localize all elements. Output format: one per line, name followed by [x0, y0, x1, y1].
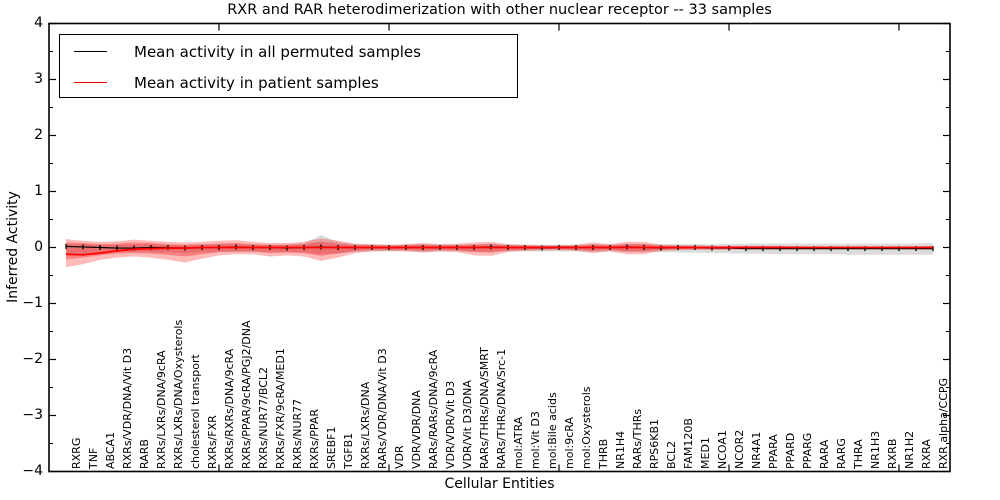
- x-tick-label: mol:ATRA: [512, 416, 525, 469]
- x-tick-label: RXRG: [70, 437, 83, 469]
- x-tick-label: RXRs/PPAR: [308, 409, 321, 469]
- x-tick-label: ABCA1: [104, 431, 117, 469]
- x-tick-label: PPARD: [784, 432, 797, 469]
- legend-line-sample-red: [74, 82, 107, 83]
- y-tick-label: 0: [34, 238, 43, 255]
- x-tick-label: VDR/VDR/DNA: [410, 390, 423, 469]
- legend-line-sample-black: [74, 51, 107, 52]
- x-tick-label: RXRs/LXRs/DNA/9cRA: [155, 350, 168, 469]
- band-permuted-range: [66, 235, 933, 255]
- x-tick-label: mol:9cRA: [563, 417, 576, 469]
- x-tick-label: NR4A1: [750, 431, 763, 469]
- y-tick-label: −2: [22, 350, 43, 367]
- x-tick-label: RXRs/NUR77/BCL2: [257, 366, 270, 469]
- y-tick-label: 3: [34, 70, 43, 87]
- y-tick-label: −3: [22, 406, 43, 423]
- x-tick-label: cholesterol transport: [189, 354, 202, 469]
- x-tick-label: RXRs/VDR/DNA/Vit D3: [121, 347, 134, 469]
- legend-label: Mean activity in patient samples: [134, 73, 379, 92]
- x-tick-label: mol:Oxysterols: [580, 386, 593, 470]
- x-tick-label: MED1: [699, 437, 712, 469]
- x-tick-label: RARs/THRs/DNA/SMRT: [478, 347, 491, 469]
- x-tick-label: NR1H2: [903, 430, 916, 469]
- x-tick-label: RXRA: [920, 439, 933, 469]
- y-tick-label: 1: [34, 182, 43, 199]
- x-tick-label: RXRs/FXR: [206, 415, 219, 469]
- x-tick-label: VDR/Vit D3/DNA: [461, 380, 474, 469]
- x-tick-label: RARB: [138, 439, 151, 469]
- legend-item: Mean activity in all permuted samples: [60, 37, 517, 66]
- x-tick-label: RXRs/LXRs/DNA/Oxysterols: [172, 319, 185, 469]
- x-tick-label: NR1H4: [614, 430, 627, 469]
- chart-title: RXR and RAR heterodimerization with othe…: [227, 2, 772, 18]
- x-tick-label: NCOA1: [716, 430, 729, 469]
- x-tick-label: RXRs/LXRs/DNA: [359, 381, 372, 469]
- x-tick-label: RPS6KB1: [648, 418, 661, 469]
- x-tick-label: mol:Vit D3: [529, 411, 542, 469]
- x-tick-label: VDR/VDR/Vit D3: [444, 380, 457, 469]
- x-tick-label: RXRB: [886, 438, 899, 469]
- x-tick-label: THRB: [597, 438, 610, 469]
- x-tick-label: TGFB1: [342, 432, 355, 469]
- x-tick-label: NCOR2: [733, 429, 746, 469]
- y-tick-label: 2: [34, 126, 43, 143]
- x-tick-label: VDR: [393, 445, 406, 469]
- x-tick-label: RARs/RARs/DNA/9cRA: [427, 349, 440, 469]
- x-tick-label: RARG: [835, 438, 848, 469]
- x-tick-label: PPARG: [801, 432, 814, 469]
- x-tick-label: SREBF1: [325, 426, 338, 469]
- y-tick-label: −1: [22, 294, 43, 311]
- y-tick-label: −4: [22, 462, 43, 479]
- x-tick-label: RARs/THRs: [631, 408, 644, 469]
- x-tick-label: PPARA: [767, 434, 780, 469]
- x-axis-label: Cellular Entities: [444, 476, 555, 492]
- x-tick-label: FAM120B: [682, 418, 695, 469]
- x-tick-label: BCL2: [665, 440, 678, 469]
- x-tick-label: RXRs/FXR/9cRA/MED1: [274, 348, 287, 469]
- x-tick-label: NR1H3: [869, 430, 882, 469]
- legend: Mean activity in all permuted samples Me…: [59, 34, 518, 98]
- x-tick-label: RXRs/RXRs/DNA/9cRA: [223, 348, 236, 469]
- x-tick-label: RARA: [818, 439, 831, 469]
- x-tick-label: RXR alpha/CCPG: [937, 377, 950, 469]
- y-tick-label: 4: [34, 14, 43, 31]
- legend-item: Mean activity in patient samples: [60, 68, 517, 97]
- band-patient-range-inner: [66, 241, 933, 260]
- x-tick-label: RXRs/NUR77: [291, 398, 304, 469]
- band-patient-range-outer: [66, 238, 933, 268]
- x-tick-label: RXRs/PPAR/9cRA/PGJ2/DNA: [240, 320, 253, 470]
- x-tick-label: THRA: [852, 439, 865, 469]
- x-tick-label: mol:Bile acids: [546, 392, 559, 469]
- legend-label: Mean activity in all permuted samples: [134, 42, 421, 61]
- x-tick-label: RARs/THRs/DNA/Src-1: [495, 348, 508, 469]
- series-line-1: [65, 246, 933, 256]
- x-tick-label: TNF: [87, 447, 100, 469]
- x-tick-label: RARs/VDR/DNA/Vit D3: [376, 348, 389, 469]
